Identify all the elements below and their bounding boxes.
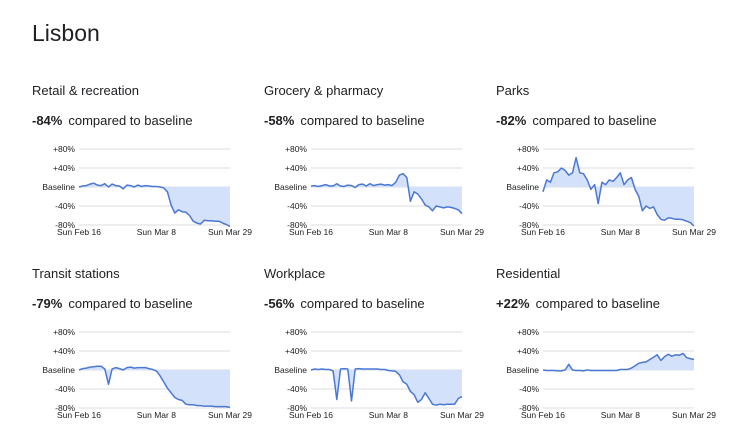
y-tick-label: -40% (519, 201, 539, 211)
y-tick-label: Baseline (42, 182, 75, 192)
y-tick-label: +40% (53, 163, 75, 173)
x-tick-label: Sun Mar 29 (440, 227, 484, 237)
chart-title: Parks (496, 83, 530, 98)
series-line (542, 156, 695, 227)
comparison-label: compared to baseline (535, 296, 660, 311)
chart-panel: Residential +22% compared to baseline +80% +… (496, 266, 726, 446)
baseline-area (311, 368, 462, 406)
y-tick-label: -80% (519, 220, 539, 230)
y-tick-label: -80% (287, 403, 307, 413)
y-tick-label: +80% (285, 327, 307, 337)
y-tick-label: Baseline (506, 365, 539, 375)
baseline-area (543, 157, 694, 226)
y-tick-label: -40% (287, 384, 307, 394)
chart-title: Retail & recreation (32, 83, 139, 98)
chart-panel: Grocery & pharmacy -58% compared to baseli… (264, 83, 494, 263)
y-tick-label: +80% (53, 327, 75, 337)
summary-line: +22% compared to baseline (496, 296, 660, 311)
baseline-area (79, 183, 230, 227)
percent-change: +22% (496, 296, 530, 311)
series-line (78, 182, 231, 228)
x-tick-label: Sun Feb 16 (57, 227, 101, 237)
percent-change: -79% (32, 296, 63, 311)
baseline-area (79, 366, 230, 408)
x-tick-label: Sun Mar 8 (369, 227, 408, 237)
x-tick-label: Sun Mar 8 (601, 410, 640, 420)
y-tick-label: Baseline (274, 182, 307, 192)
comparison-label: compared to baseline (68, 113, 193, 128)
line-chart: +80% +40% Baseline -40% -80%Sun Feb 16 Sun Ma… (506, 327, 716, 420)
line-chart: +80% +40% Baseline -40% -80%Sun Feb 16 Sun Ma… (274, 144, 484, 237)
x-tick-label: Sun Feb 16 (57, 410, 101, 420)
y-tick-label: -40% (55, 201, 75, 211)
x-tick-label: Sun Mar 29 (208, 410, 252, 420)
y-tick-label: -40% (55, 384, 75, 394)
y-tick-label: -80% (519, 403, 539, 413)
x-tick-label: Sun Mar 8 (137, 410, 176, 420)
y-tick-label: +80% (517, 144, 539, 154)
chart-title: Workplace (264, 266, 326, 281)
series-line (310, 367, 463, 406)
x-tick-label: Sun Feb 16 (289, 410, 333, 420)
line-chart: +80% +40% Baseline -40% -80%Sun Feb 16 Sun Ma… (42, 144, 252, 237)
y-tick-label: -80% (287, 220, 307, 230)
y-tick-label: +40% (285, 346, 307, 356)
chart-panel: Transit stations -79% compared to baseline… (32, 266, 262, 446)
x-tick-label: Sun Feb 16 (289, 227, 333, 237)
y-tick-label: +40% (53, 346, 75, 356)
chart-title: Transit stations (32, 266, 120, 281)
y-tick-label: Baseline (42, 365, 75, 375)
x-tick-label: Sun Mar 8 (137, 227, 176, 237)
chart-title: Grocery & pharmacy (264, 83, 384, 98)
percent-change: -56% (264, 296, 295, 311)
series-line (310, 172, 463, 215)
x-tick-label: Sun Mar 8 (369, 410, 408, 420)
line-chart: +80% +40% Baseline -40% -80%Sun Feb 16 Sun Ma… (506, 144, 716, 237)
x-tick-label: Sun Mar 29 (672, 410, 716, 420)
line-chart: +80% +40% Baseline -40% -80%Sun Feb 16 Sun Ma… (274, 327, 484, 420)
y-tick-label: -80% (55, 220, 75, 230)
summary-line: -79% compared to baseline (32, 296, 193, 311)
y-tick-label: -40% (519, 384, 539, 394)
chart-panel: Retail & recreation -84% compared to basel… (32, 83, 262, 263)
summary-line: -84% compared to baseline (32, 113, 193, 128)
y-tick-label: Baseline (506, 182, 539, 192)
summary-line: -56% compared to baseline (264, 296, 425, 311)
summary-line: -58% compared to baseline (264, 113, 425, 128)
x-tick-label: Sun Mar 29 (208, 227, 252, 237)
percent-change: -58% (264, 113, 295, 128)
comparison-label: compared to baseline (68, 296, 193, 311)
line-chart: +80% +40% Baseline -40% -80%Sun Feb 16 Sun Ma… (42, 327, 252, 420)
x-tick-label: Sun Feb 16 (521, 227, 565, 237)
comparison-label: compared to baseline (532, 113, 657, 128)
y-tick-label: +80% (285, 144, 307, 154)
summary-line: -82% compared to baseline (496, 113, 657, 128)
y-tick-label: -40% (287, 201, 307, 211)
comparison-label: compared to baseline (300, 113, 425, 128)
x-tick-label: Sun Mar 8 (601, 227, 640, 237)
x-tick-label: Sun Feb 16 (521, 410, 565, 420)
y-tick-label: +40% (517, 346, 539, 356)
x-tick-label: Sun Mar 29 (440, 410, 484, 420)
x-tick-label: Sun Mar 29 (672, 227, 716, 237)
series-line (542, 352, 695, 372)
chart-title: Residential (496, 266, 561, 281)
series-line (78, 365, 231, 409)
percent-change: -82% (496, 113, 527, 128)
baseline-area (543, 353, 694, 371)
y-tick-label: Baseline (274, 365, 307, 375)
page-title: Lisbon (32, 20, 100, 46)
chart-panel: Parks -82% compared to baseline +80% +40% Bas… (496, 83, 726, 263)
chart-panel: Workplace -56% compared to baseline +80% +40… (264, 266, 494, 446)
y-tick-label: +80% (517, 327, 539, 337)
comparison-label: compared to baseline (300, 296, 425, 311)
y-tick-label: +40% (285, 163, 307, 173)
y-tick-label: +80% (53, 144, 75, 154)
y-tick-label: +40% (517, 163, 539, 173)
baseline-area (311, 173, 462, 214)
percent-change: -84% (32, 113, 63, 128)
y-tick-label: -80% (55, 403, 75, 413)
